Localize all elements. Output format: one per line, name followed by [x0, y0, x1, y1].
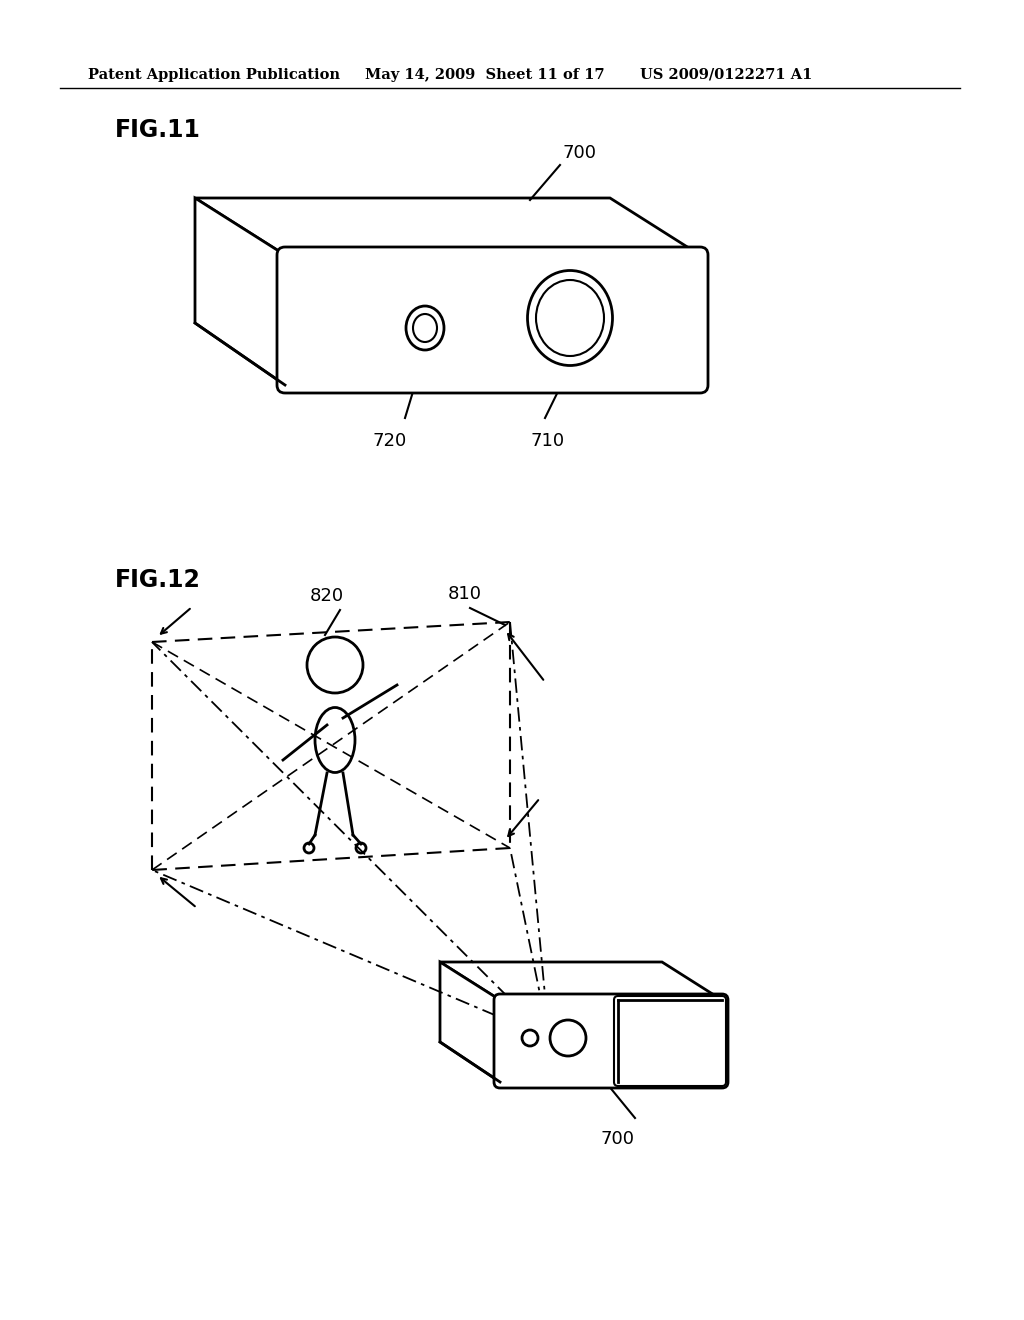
FancyBboxPatch shape [614, 997, 726, 1086]
Text: FIG.11: FIG.11 [115, 117, 201, 143]
Text: US 2009/0122271 A1: US 2009/0122271 A1 [640, 69, 812, 82]
Polygon shape [440, 962, 722, 1001]
Text: 810: 810 [449, 585, 482, 603]
FancyBboxPatch shape [278, 247, 708, 393]
Text: 820: 820 [310, 587, 344, 605]
FancyBboxPatch shape [494, 994, 728, 1088]
Polygon shape [440, 962, 500, 1082]
Text: 700: 700 [563, 144, 597, 162]
Text: Patent Application Publication: Patent Application Publication [88, 69, 340, 82]
Polygon shape [195, 198, 700, 255]
Text: May 14, 2009  Sheet 11 of 17: May 14, 2009 Sheet 11 of 17 [365, 69, 604, 82]
Text: 700: 700 [600, 1130, 634, 1148]
Text: FIG.12: FIG.12 [115, 568, 201, 591]
Text: 720: 720 [372, 432, 407, 450]
Polygon shape [195, 198, 285, 385]
Text: 710: 710 [530, 432, 564, 450]
